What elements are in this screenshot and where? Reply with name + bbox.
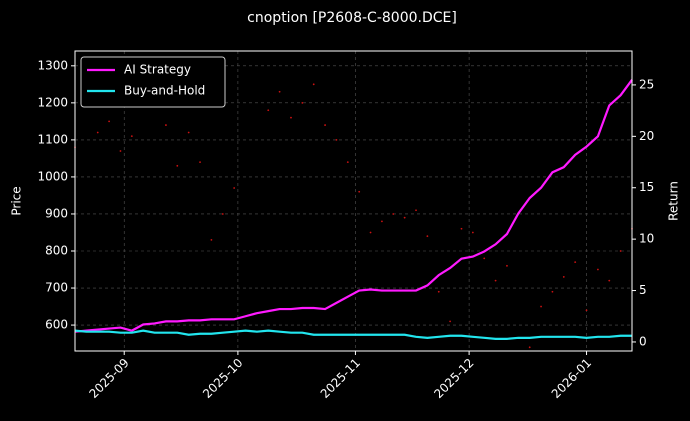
price-point (426, 235, 429, 238)
series-line (74, 329, 632, 340)
price-point (596, 268, 599, 271)
price-point (403, 216, 406, 219)
legend-label: AI Strategy (124, 63, 191, 77)
legend-box (80, 56, 226, 108)
price-point (96, 131, 99, 134)
price-point (392, 213, 395, 215)
series-line (74, 79, 633, 333)
price-point (358, 190, 361, 193)
y2-tick-label: 10 (639, 232, 654, 246)
price-point (176, 164, 179, 167)
y-tick-label: 600 (45, 318, 68, 332)
price-point (551, 290, 554, 293)
price-point (460, 227, 463, 230)
price-point (608, 279, 611, 282)
y2-tick-label: 5 (639, 283, 647, 297)
price-point (437, 290, 440, 293)
price-point (494, 279, 497, 282)
price-point (483, 257, 486, 260)
price-point (108, 120, 111, 123)
y-tick-label: 1100 (37, 132, 68, 146)
price-point (346, 161, 349, 164)
price-point (540, 305, 542, 308)
y-tick-label: 700 (45, 281, 68, 295)
price-point (267, 109, 270, 112)
price-point (119, 150, 122, 152)
price-point (585, 309, 588, 312)
x-tick-label: 2025-09 (86, 356, 131, 401)
price-point (199, 161, 201, 164)
price-point (562, 276, 565, 278)
price-point (221, 213, 224, 215)
y-tick-label: 900 (45, 206, 68, 220)
y2-tick-label: 25 (639, 77, 654, 91)
x-tick-label: 2026-01 (549, 356, 594, 401)
y-tick-label: 1300 (37, 58, 68, 72)
y-tick-label: 1200 (37, 95, 68, 109)
price-point (210, 238, 213, 241)
x-tick-label: 2025-12 (431, 356, 476, 401)
price-point (619, 250, 622, 252)
price-point (301, 101, 304, 104)
price-point (471, 231, 474, 234)
y-tick-label: 1000 (37, 169, 68, 183)
price-point (165, 124, 167, 126)
price-point (130, 135, 133, 138)
plot-frame (74, 50, 633, 352)
y2-axis-label: Return (667, 181, 681, 221)
price-point (324, 124, 326, 126)
price-point (574, 261, 577, 264)
price-point (506, 264, 508, 267)
y-tick-label: 800 (45, 244, 68, 258)
price-point (335, 138, 338, 141)
price-point (233, 187, 236, 189)
price-point (369, 231, 372, 234)
y2-tick-label: 15 (639, 180, 654, 194)
price-point (187, 131, 190, 134)
price-point (278, 90, 281, 93)
price-point (415, 209, 417, 212)
x-tick-label: 2025-11 (318, 356, 363, 401)
price-point (449, 320, 452, 323)
y2-tick-label: 20 (639, 129, 654, 143)
legend-label: Buy-and-Hold (124, 84, 205, 98)
price-point (312, 83, 315, 86)
price-point (290, 116, 292, 119)
y2-tick-label: 0 (639, 334, 647, 348)
chart-title: cnoption [P2608-C-8000.DCE] (247, 10, 457, 26)
y-axis-label: Price (10, 186, 24, 215)
price-point (381, 220, 383, 223)
price-point (528, 346, 531, 349)
x-tick-label: 2025-10 (200, 356, 245, 401)
